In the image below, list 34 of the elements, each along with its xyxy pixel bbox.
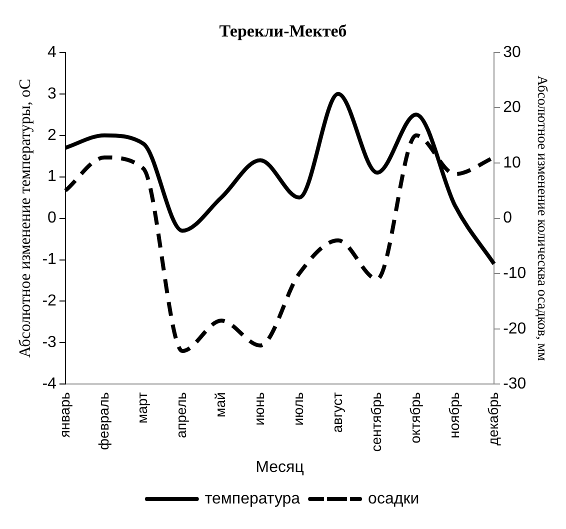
x-tick-label: ноябрь [446,392,462,438]
x-axis-title: Месяц [256,458,304,476]
x-tick-label: июль [290,392,306,426]
y-axis-title: Абсолютное изменение температуры, оС [16,78,34,358]
x-tick-label: октябрь [407,392,423,444]
x-tick-label: март [134,392,150,424]
legend-label: температура [204,490,300,508]
y-tick-label: 3 [48,85,57,102]
y-tick-label: -1 [42,251,57,268]
y-tick-label: -2 [42,292,57,310]
x-tick-label: июнь [251,392,268,426]
x-tick-label: апрель [173,392,190,438]
y2-tick-label: 10 [503,154,521,172]
y-tick-label: 0 [48,210,57,227]
y-tick-label: 1 [48,168,57,186]
y2-tick-label: -10 [503,265,526,282]
y2-axis-title: Абсолютное изменение колическва осадков, мм [534,76,549,362]
y2-tick-label: -30 [503,376,526,393]
x-tick-label: май [212,392,228,418]
y2-tick-label: 0 [503,210,512,227]
x-tick-label: февраль [95,392,112,450]
y-tick-label: 2 [48,126,57,144]
y2-tick-label: -20 [503,320,526,338]
x-tick-label: сентябрь [368,392,384,452]
y2-tick-label: 20 [503,99,521,116]
chart-title: Терекли-Мектеб [219,22,347,41]
x-tick-label: январь [56,392,72,438]
legend-label: осадки [368,490,420,508]
x-tick-label: декабрь [484,392,501,446]
y-tick-label: -4 [42,376,57,393]
y-tick-label: -3 [42,334,57,352]
y-tick-label: 4 [48,44,57,61]
y2-tick-label: 30 [503,44,521,61]
x-tick-label: август [329,392,346,433]
